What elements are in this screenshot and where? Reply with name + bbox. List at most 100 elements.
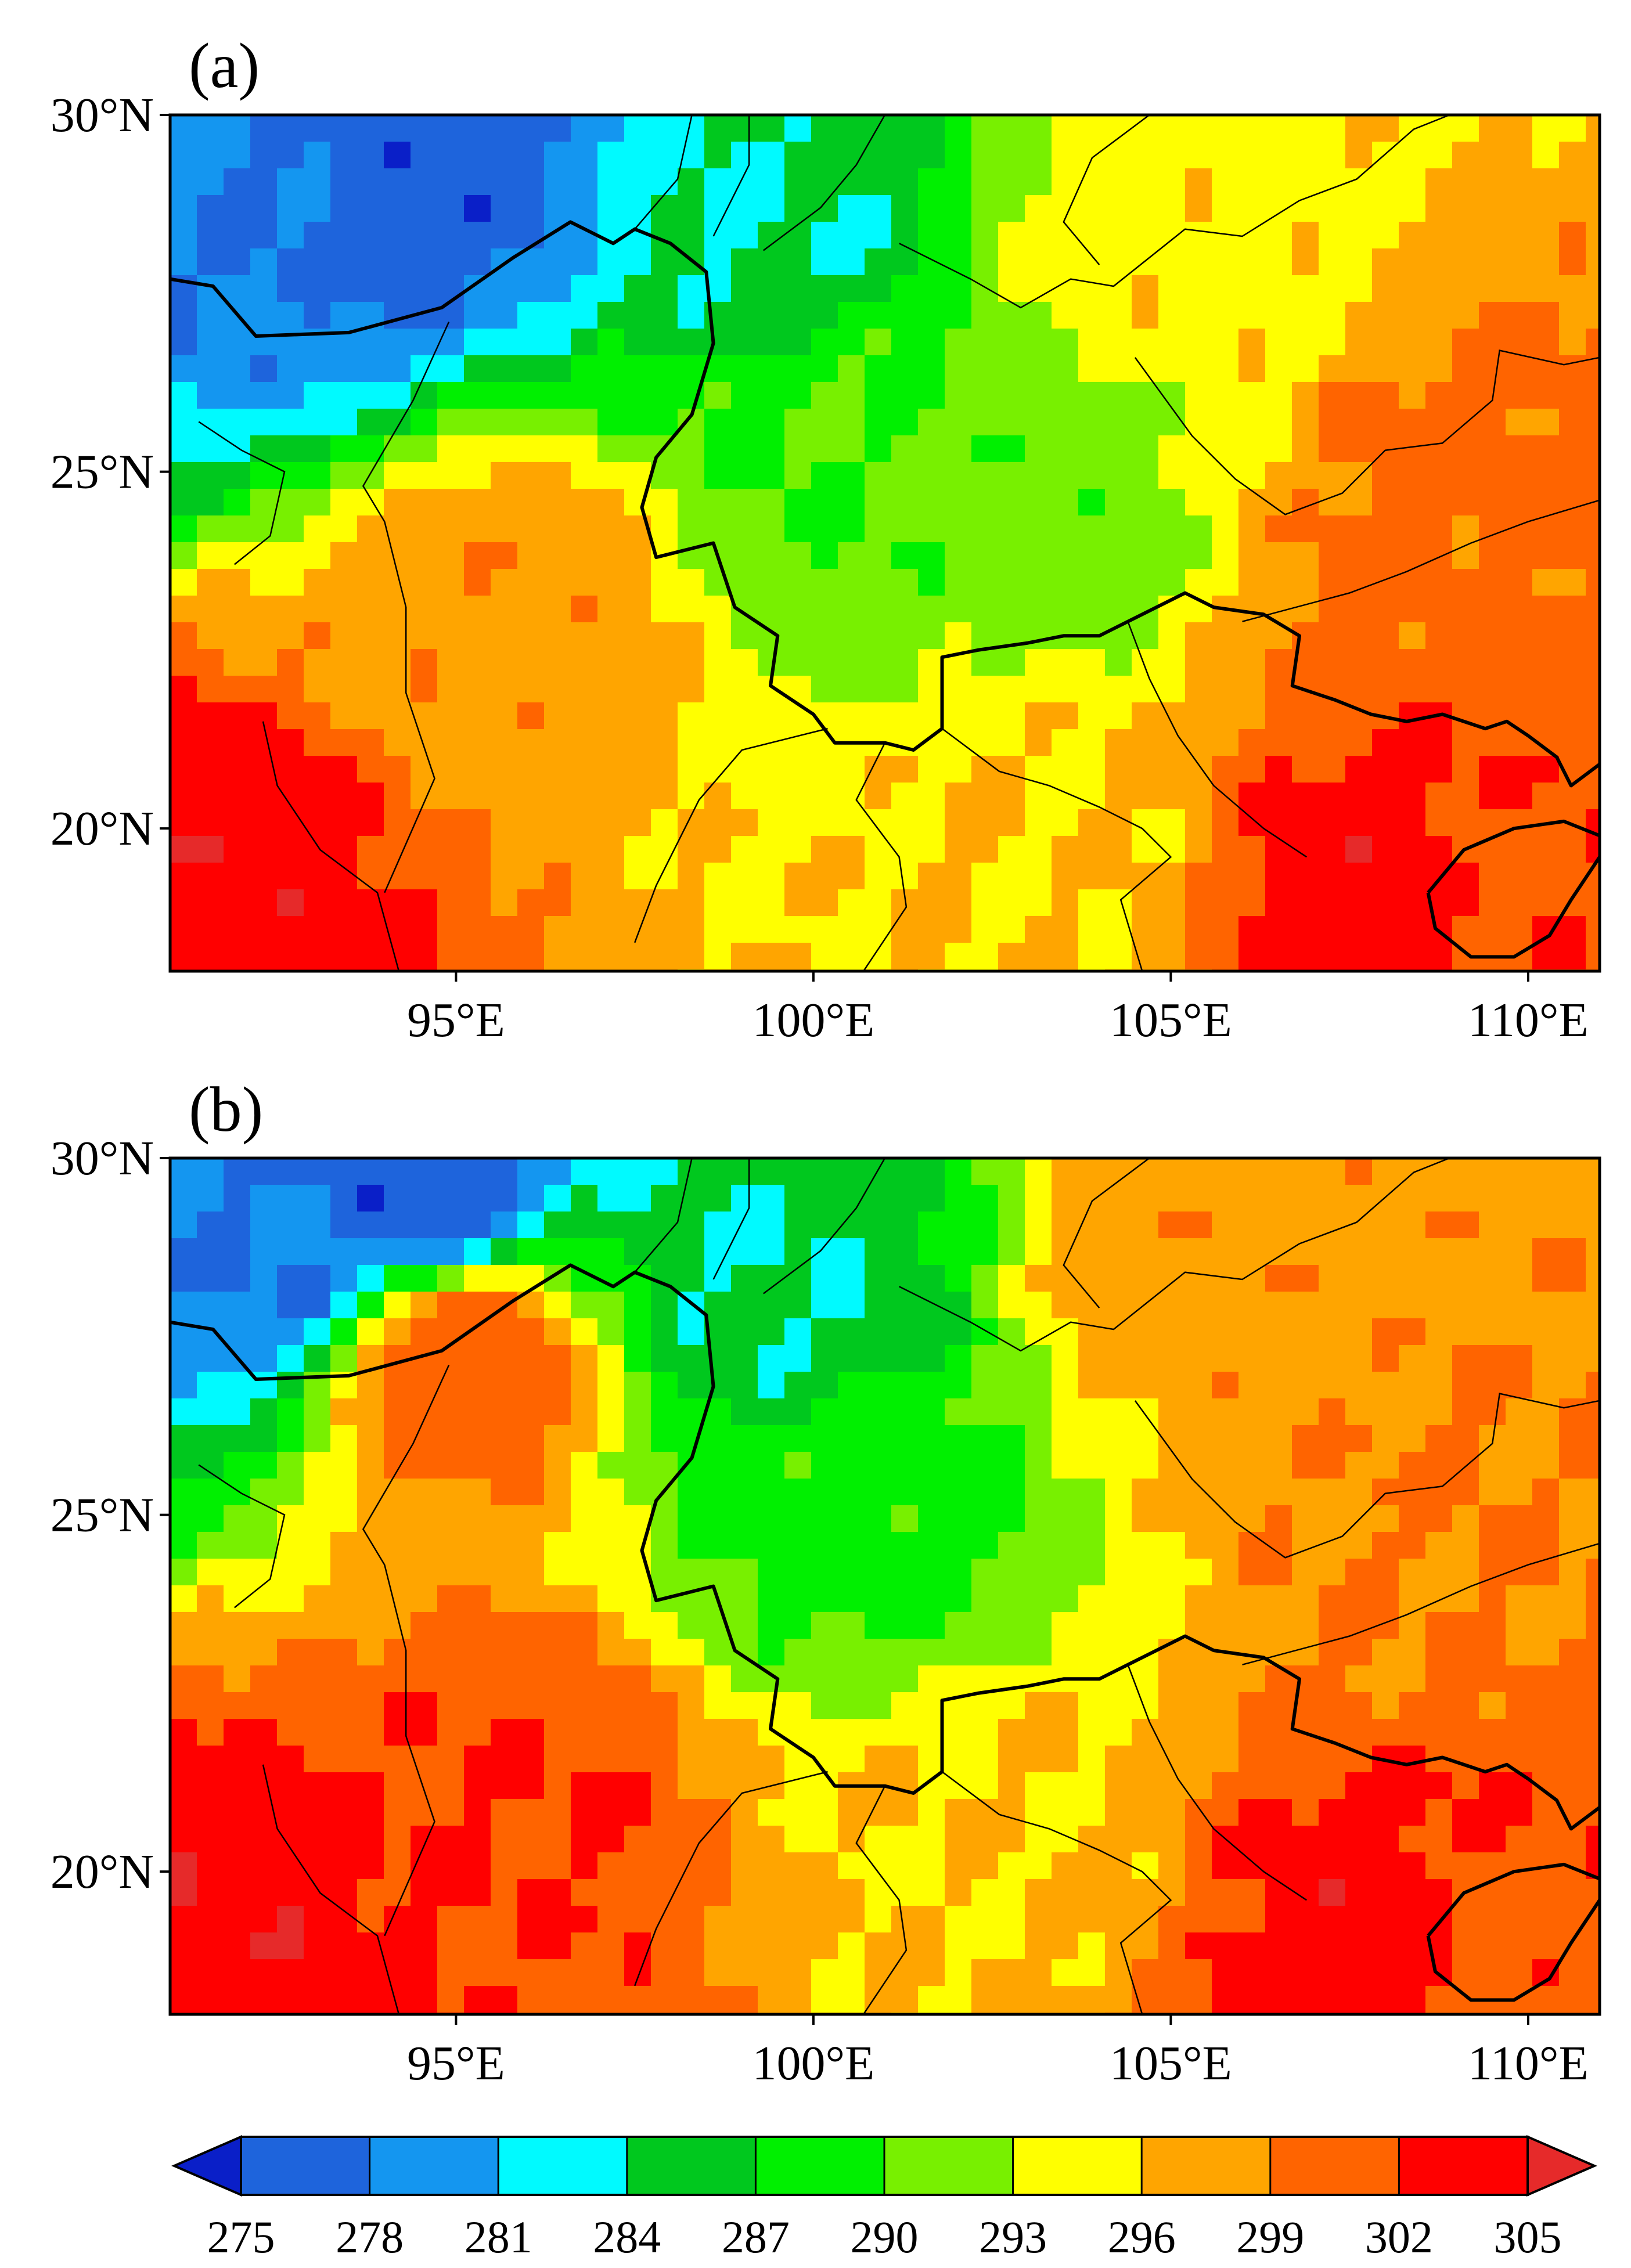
temperature-cell (1185, 275, 1212, 302)
temperature-cell (170, 1639, 197, 1666)
temperature-cell (1372, 1719, 1399, 1746)
temperature-cell (1078, 1532, 1106, 1559)
temperature-cell (197, 115, 224, 142)
temperature-cell (544, 596, 571, 623)
temperature-cell (1265, 1398, 1292, 1426)
temperature-cell (304, 462, 331, 489)
province-boundary (1242, 499, 1600, 622)
temperature-cell (891, 1719, 919, 1746)
temperature-cell (491, 1479, 518, 1506)
temperature-cell (1479, 1211, 1506, 1239)
temperature-cell (597, 1906, 625, 1933)
temperature-cell (918, 863, 945, 890)
temperature-cell (865, 302, 892, 329)
temperature-cell (1158, 729, 1186, 756)
temperature-cell (1265, 1932, 1292, 1960)
temperature-cell (224, 489, 251, 516)
temperature-cell (971, 676, 999, 703)
temperature-cell (811, 596, 838, 623)
temperature-cell (571, 1211, 598, 1239)
temperature-cell (224, 515, 251, 543)
temperature-cell (1532, 1265, 1560, 1292)
temperature-cell (918, 1665, 945, 1693)
temperature-cell (224, 1398, 251, 1426)
temperature-cell (277, 1799, 304, 1826)
temperature-cell (1158, 115, 1186, 142)
temperature-cell (1452, 809, 1479, 836)
temperature-cell (1185, 1158, 1212, 1185)
temperature-cell (517, 729, 545, 756)
temperature-cell (464, 569, 491, 596)
temperature-cell (304, 1479, 331, 1506)
temperature-cell (758, 1532, 785, 1559)
temperature-cell (1052, 1211, 1079, 1239)
temperature-cell (678, 569, 705, 596)
temperature-cell (1052, 1398, 1079, 1426)
temperature-cell (1132, 1425, 1159, 1452)
temperature-cell (731, 756, 758, 783)
temperature-cell (998, 329, 1025, 356)
temperature-cell (170, 1932, 197, 1960)
temperature-cell (1425, 1612, 1453, 1639)
temperature-cell (330, 542, 358, 569)
temperature-cell (1452, 1318, 1479, 1346)
temperature-cell (1372, 1425, 1399, 1452)
temperature-cell (1586, 1959, 1600, 1986)
temperature-cell (811, 622, 838, 650)
temperature-cell (918, 1398, 945, 1426)
temperature-cell (384, 836, 411, 863)
temperature-cell (1372, 1265, 1399, 1292)
temperature-cell (678, 1746, 705, 1773)
temperature-cell (197, 863, 224, 890)
temperature-cell (784, 1826, 812, 1853)
temperature-cell (357, 1265, 384, 1292)
temperature-cell (597, 889, 625, 917)
temperature-cell (1025, 863, 1052, 890)
temperature-cell (945, 1211, 972, 1239)
temperature-cell (704, 1906, 732, 1933)
temperature-cell (651, 1772, 678, 1800)
temperature-cell (838, 943, 865, 970)
temperature-cell (491, 1692, 518, 1719)
temperature-cell (1052, 702, 1079, 730)
temperature-cell (971, 1292, 999, 1319)
temperature-cell (1399, 1425, 1426, 1452)
temperature-cell (1372, 622, 1399, 650)
temperature-cell (464, 596, 491, 623)
temperature-cell (411, 1265, 438, 1292)
colorbar-label: 305 (1494, 2212, 1562, 2262)
temperature-cell (1212, 1906, 1239, 1933)
temperature-cell (1452, 1505, 1479, 1533)
temperature-cell (1078, 1585, 1106, 1613)
temperature-cell (384, 1746, 411, 1773)
temperature-cell (1345, 676, 1373, 703)
temperature-cell (1506, 542, 1533, 569)
temperature-cell (1132, 435, 1159, 463)
temperature-cell (571, 889, 598, 917)
temperature-cell (1399, 1345, 1426, 1372)
temperature-cell (357, 142, 384, 169)
temperature-cell (384, 1452, 411, 1479)
temperature-cell (624, 569, 651, 596)
temperature-cell (1132, 409, 1159, 436)
temperature-cell (411, 649, 438, 676)
temperature-cell (1292, 1532, 1319, 1559)
temperature-cell (945, 1398, 972, 1426)
temperature-cell (811, 1986, 838, 2013)
temperature-cell (918, 222, 945, 249)
temperature-cell (411, 702, 438, 730)
temperature-cell (651, 1559, 678, 1586)
temperature-cell (704, 969, 732, 971)
temperature-cell (464, 489, 491, 516)
temperature-cell (1158, 783, 1186, 810)
temperature-cell (304, 702, 331, 730)
temperature-cell (624, 649, 651, 676)
temperature-cell (357, 729, 384, 756)
temperature-cell (1586, 115, 1600, 142)
temperature-cell (1399, 943, 1426, 970)
province-boundary (1063, 1158, 1150, 1308)
temperature-cell (277, 756, 304, 783)
temperature-cell (865, 1879, 892, 1906)
temperature-cell (571, 542, 598, 569)
temperature-cell (758, 1932, 785, 1960)
